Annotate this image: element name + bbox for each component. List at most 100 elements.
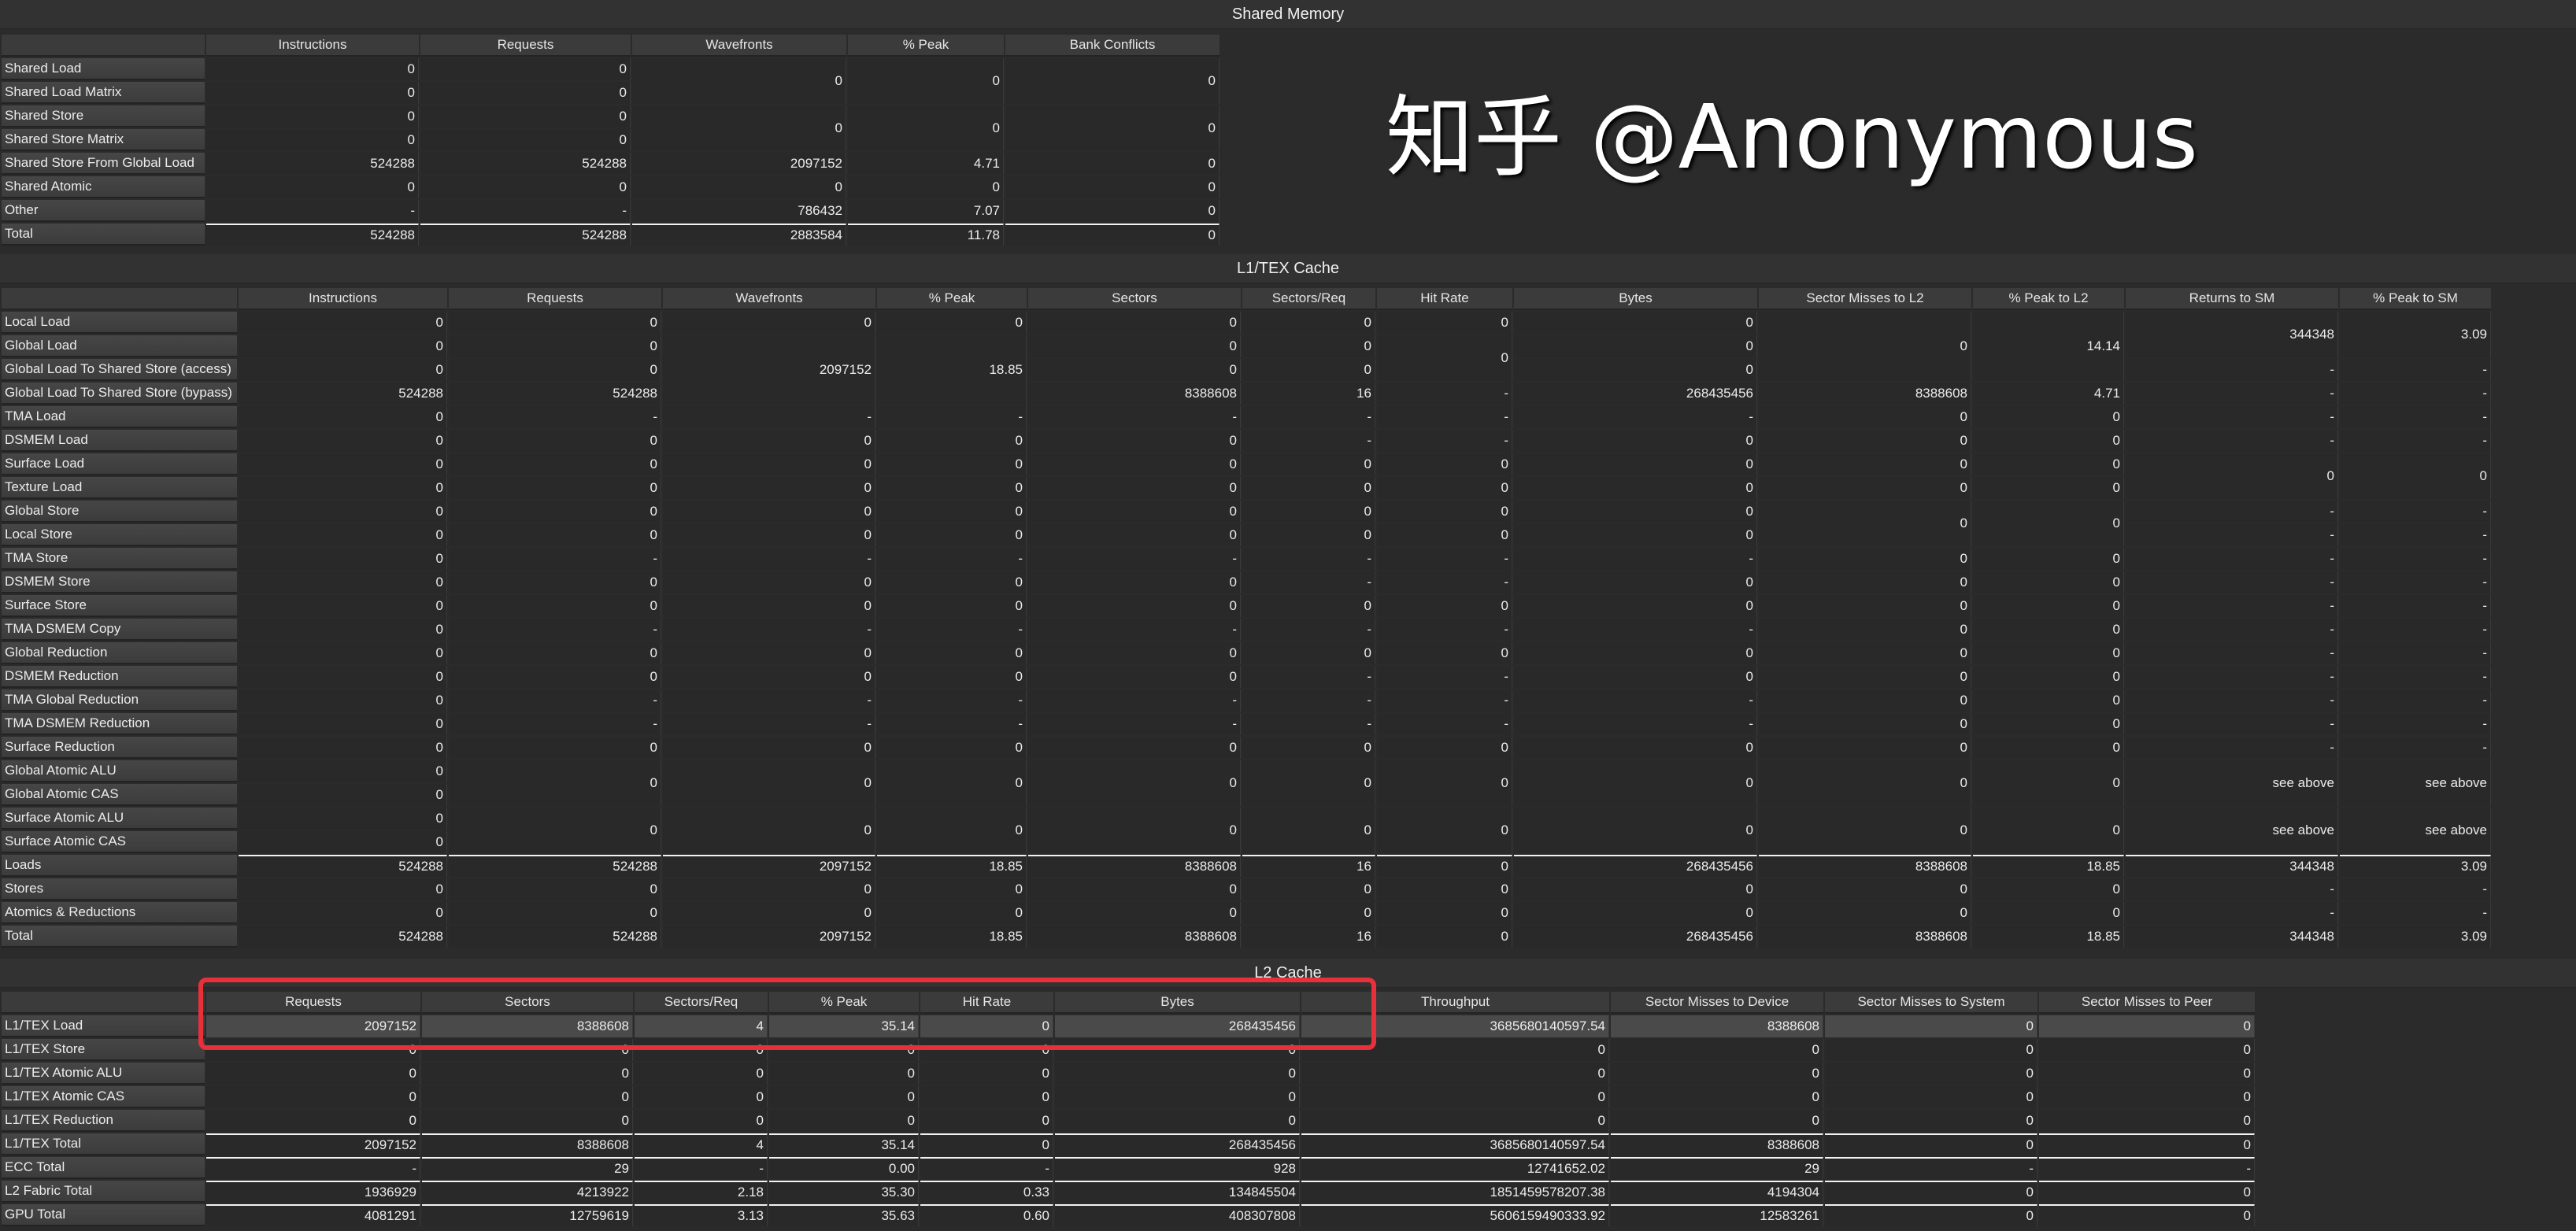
column-header[interactable]: Hit Rate — [1377, 288, 1512, 310]
table-row[interactable]: DSMEM Store 0 0 0 0 0- -0 0 0- - — [2, 571, 2491, 593]
table-row[interactable]: Surface Atomic CAS 0 — [2, 831, 2491, 853]
table-cell: 0 — [1028, 312, 1241, 334]
table-row[interactable]: Global Load 0 0 2097152 18.85 0 0 0 0 — [2, 335, 2491, 405]
table-row[interactable]: Shared Store Matrix 0 0 — [2, 129, 1220, 151]
table-cell: 0 — [449, 878, 661, 900]
table-cell: 0 — [1973, 619, 2124, 641]
column-header[interactable]: Returns to SM — [2126, 288, 2338, 310]
table-row[interactable]: TMA DSMEM Copy 0- - - - - - -0 0- - — [2, 619, 2491, 641]
table-cell: 0 — [1973, 689, 2124, 712]
column-header[interactable]: % Peak to L2 — [1973, 288, 2124, 310]
table-cell: 0 — [449, 335, 661, 357]
column-header[interactable]: % Peak — [877, 288, 1027, 310]
table-row[interactable]: Global Reduction 0 0 0 0 0 0 0 0 0 0- - — [2, 642, 2491, 664]
table-cell: 0 — [1759, 501, 1971, 546]
table-row[interactable]: L1/TEX Load 2097152 8388608 4 35.14 0 26843545… — [2, 1015, 2255, 1037]
table-cell: 0 — [1973, 642, 2124, 664]
table-row[interactable]: DSMEM Reduction 0 0 0 0 0- -0 0 0- - — [2, 666, 2491, 688]
table-row[interactable]: L1/TEX Reduction 0 0 0 0 0 0 0 0 0 0 — [2, 1110, 2255, 1132]
table-row[interactable]: Shared Store 0 0 0 0 0 — [2, 105, 1220, 151]
column-header[interactable]: Instructions — [239, 288, 447, 310]
column-header[interactable]: Requests — [449, 288, 661, 310]
column-header[interactable]: % Peak — [769, 992, 919, 1014]
table-row[interactable]: Global Atomic ALU 0 0 0 0 0 0 0 0 0 0 see above see … — [2, 760, 2491, 806]
table-row[interactable]: Loads 524288 524288 2097152 18.85 8388608 16 0 2… — [2, 855, 2491, 877]
table-row[interactable]: Global Store 0 0 0 0 0 0 0 0 0 0- - — [2, 501, 2491, 546]
table-cell: 0 — [877, 430, 1027, 452]
column-header[interactable]: Sector Misses to L2 — [1759, 288, 1971, 310]
table-row[interactable]: Surface Reduction 0 0 0 0 0 0 0 0 0 0- - — [2, 737, 2491, 759]
table-row[interactable]: Shared Store From Global Load 524288 52428… — [2, 153, 1220, 175]
table-cell: 0 — [1759, 406, 1971, 428]
table-cell: 0 — [1377, 878, 1512, 900]
column-header[interactable]: Sector Misses to Device — [1611, 992, 1823, 1014]
table-cell: 0 — [420, 105, 631, 128]
table-row[interactable]: TMA Global Reduction 0- - - - - - -0 0- - — [2, 689, 2491, 712]
column-header[interactable]: Sector Misses to Peer — [2039, 992, 2255, 1014]
table-row[interactable]: L1/TEX Store 0 0 0 0 0 0 0 0 0 0 — [2, 1039, 2255, 1061]
table-row[interactable]: Global Atomic CAS 0 — [2, 784, 2491, 806]
table-cell: 0 — [877, 808, 1027, 853]
table-cell: 0 — [422, 1039, 633, 1061]
table-row[interactable]: Local Load 0 0 0 0 0 0 0 0 0 14.14 344348 3.09 — [2, 312, 2491, 381]
column-header[interactable]: Wavefronts — [663, 288, 875, 310]
table-cell: 0 — [1759, 571, 1971, 593]
table-row[interactable]: Global Load To Shared Store (bypass) 5242… — [2, 383, 2491, 405]
table-row[interactable]: L1/TEX Total 2097152 8388608 4 35.14 0 2684354… — [2, 1133, 2255, 1155]
table-row[interactable]: L2 Fabric Total 1936929 4213922 2.18 35.30 0.… — [2, 1181, 2255, 1203]
table-cell: 0 — [1028, 453, 1241, 475]
column-header[interactable]: Requests — [420, 35, 631, 57]
table-row[interactable]: TMA Load 0- - - - - - -0 0- - — [2, 406, 2491, 428]
table-row[interactable]: L1/TEX Atomic ALU 0 0 0 0 0 0 0 0 0 0 — [2, 1063, 2255, 1085]
column-header[interactable]: Sector Misses to System — [1825, 992, 2037, 1014]
table-cell: - — [877, 619, 1027, 641]
row-label: Global Load — [2, 335, 237, 357]
column-header[interactable]: Bytes — [1514, 288, 1757, 310]
table-cell: 0 — [239, 784, 447, 806]
table-cell: 12741652.02 — [1301, 1157, 1609, 1179]
column-header[interactable]: Sectors — [422, 992, 633, 1014]
table-row[interactable]: Atomics & Reductions 0 0 0 0 0 0 0 0 0 0- - — [2, 902, 2491, 924]
table-row[interactable]: Global Load To Shared Store (access) 0 0 0 0… — [2, 359, 2491, 381]
table-row[interactable]: Surface Store 0 0 0 0 0 0 0 0 0 0- - — [2, 595, 2491, 617]
table-cell: 0 — [206, 1086, 420, 1108]
table-row[interactable]: GPU Total 4081291 12759619 3.13 35.63 0.60 408… — [2, 1204, 2255, 1226]
column-header[interactable]: Wavefronts — [632, 35, 846, 57]
table-row[interactable]: Local Store 0 0 0 0 0 0 0 0- - — [2, 524, 2491, 546]
table-row[interactable]: ECC Total -29-0.00-928 12741652.02 29- - — [2, 1157, 2255, 1179]
table-row[interactable]: Shared Atomic 0 0 0 0 0 — [2, 176, 1220, 198]
column-header[interactable]: Hit Rate — [920, 992, 1053, 1014]
table-row[interactable]: TMA DSMEM Reduction 0- - - - - - -0 0- - — [2, 713, 2491, 735]
column-header[interactable]: Bank Conflicts — [1005, 35, 1220, 57]
table-row[interactable]: Total 524288 524288 2097152 18.85 8388608 16 0 2… — [2, 926, 2491, 948]
table-cell: 0 — [1759, 808, 1971, 853]
table-row[interactable]: Texture Load 0 0 0 0 0 0 0 0 0 0 — [2, 477, 2491, 499]
table-row[interactable]: Total 524288 524288 2883584 11.78 0 — [2, 224, 1220, 246]
column-header[interactable]: Sectors/Req — [1242, 288, 1375, 310]
column-header[interactable]: Requests — [206, 992, 420, 1014]
table-row[interactable]: L1/TEX Atomic CAS 0 0 0 0 0 0 0 0 0 0 — [2, 1086, 2255, 1108]
column-header[interactable]: Sectors/Req — [635, 992, 768, 1014]
table-cell: - — [1377, 619, 1512, 641]
table-row[interactable]: Stores 0 0 0 0 0 0 0 0 0 0- - — [2, 878, 2491, 900]
column-header[interactable]: Bytes — [1055, 992, 1300, 1014]
row-label: Surface Load — [2, 453, 237, 475]
table-row[interactable]: Shared Load Matrix 0 0 — [2, 82, 1220, 104]
column-header[interactable]: Instructions — [206, 35, 419, 57]
table-cell: 0 — [920, 1133, 1053, 1155]
table-row[interactable]: DSMEM Load 0 0 0 0 0- -0 0 0- - — [2, 430, 2491, 452]
table-cell: 3.09 — [2340, 926, 2491, 948]
table-row[interactable]: Shared Load 0 0 0 0 0 — [2, 58, 1220, 104]
table-row[interactable]: Other - -786432 7.07 0 — [2, 200, 1220, 222]
column-header[interactable]: % Peak — [848, 35, 1004, 57]
column-header[interactable]: % Peak to SM — [2340, 288, 2491, 310]
table-cell: 0 — [2039, 1204, 2255, 1226]
table-cell: - — [1514, 713, 1757, 735]
table-row[interactable]: TMA Store 0- - - - - - -0 0- - — [2, 548, 2491, 570]
column-header[interactable]: Throughput — [1301, 992, 1609, 1014]
table-cell: - — [877, 689, 1027, 712]
table-cell: 0 — [239, 312, 447, 334]
table-row[interactable]: Surface Atomic ALU 0 0 0 0 0 0 0 0 0 0 see above see… — [2, 808, 2491, 853]
column-header[interactable]: Sectors — [1028, 288, 1241, 310]
table-row[interactable]: Surface Load 0 0 0 0 0 0 0 0 0 0 0 0 — [2, 453, 2491, 499]
